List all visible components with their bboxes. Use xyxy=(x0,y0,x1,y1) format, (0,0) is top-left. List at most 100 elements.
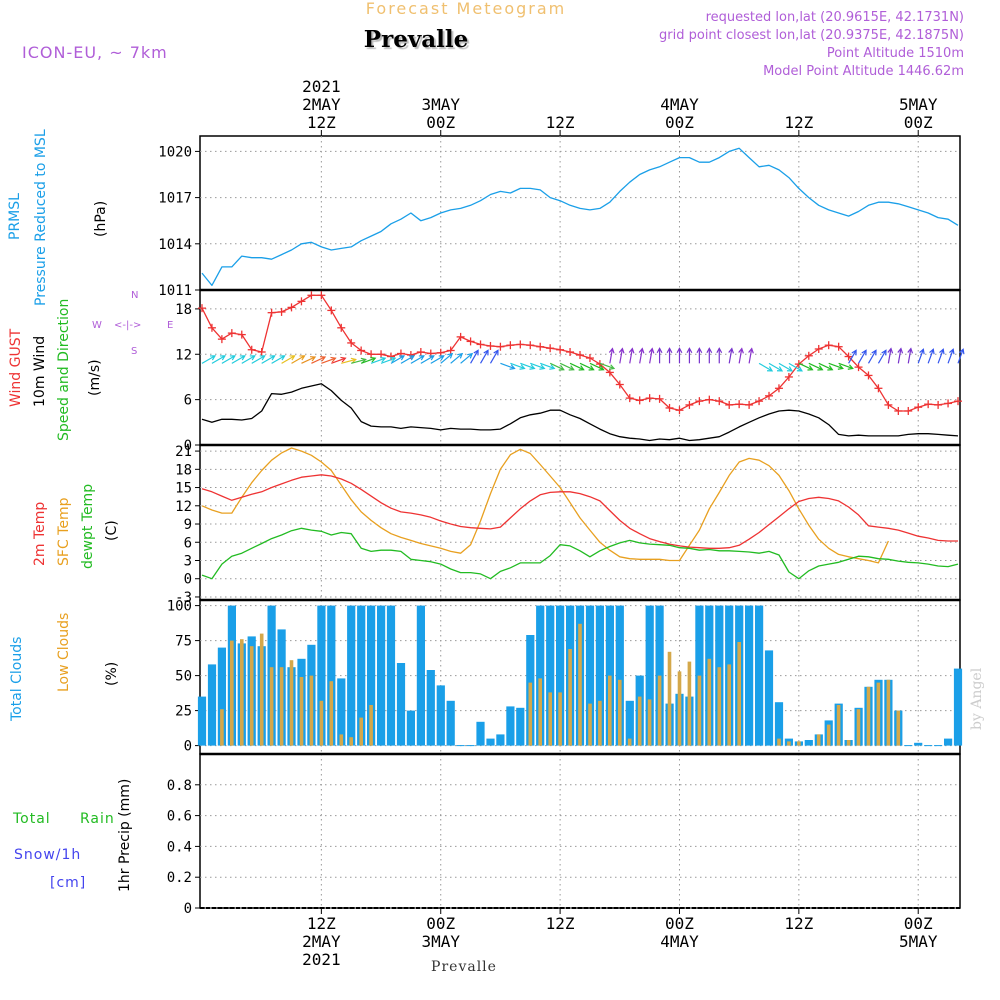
wind-arrow-head xyxy=(370,356,377,363)
clouds-ytick-label: 75 xyxy=(175,634,192,650)
temperature-ytick-label: 0 xyxy=(184,572,192,588)
wind-arrow-shaft xyxy=(231,355,246,364)
wind-direction-arrow xyxy=(638,347,645,364)
precip-frame xyxy=(199,753,961,909)
temperature-ytick-label: 18 xyxy=(175,462,192,478)
low-cloud-bar xyxy=(826,724,831,746)
low-cloud-bar xyxy=(538,678,542,746)
gust-marker xyxy=(297,297,306,306)
sfc-temp-line xyxy=(201,447,889,564)
total-cloud-bar xyxy=(755,605,764,746)
wind-direction-arrow xyxy=(489,349,499,364)
wind-direction-arrow xyxy=(221,355,236,364)
wind-direction-arrow xyxy=(500,362,516,370)
clouds-ytick-label: 100 xyxy=(167,599,192,615)
wind-direction-arrow xyxy=(808,362,824,371)
low-cloud-bar xyxy=(836,705,841,746)
gust-marker xyxy=(267,308,276,317)
wind-direction-arrow xyxy=(540,362,556,370)
precip-ytick-label: 0.4 xyxy=(167,839,192,855)
total-cloud-bar xyxy=(416,605,425,746)
wind-direction-arrow xyxy=(241,355,256,364)
location-title: Prevalle xyxy=(363,26,469,53)
low-cloud-bar xyxy=(677,671,682,746)
wind-arrow-shaft xyxy=(360,357,376,364)
wind-direction-arrow xyxy=(656,347,663,364)
wind-arrow-shaft xyxy=(380,357,396,364)
top-time-label: 12Z xyxy=(307,113,336,132)
wind-arrow-head xyxy=(408,355,416,361)
wind-direction-arrow xyxy=(917,348,925,364)
gust-marker xyxy=(934,400,943,409)
wind-ytick-label: 12 xyxy=(175,347,192,363)
total-cloud-bar xyxy=(446,700,455,746)
bottom-time-label: 12Z xyxy=(546,914,575,933)
wind-arrow-head xyxy=(279,355,286,361)
wind-direction-arrow xyxy=(420,355,435,364)
wind-direction-arrow xyxy=(798,362,814,371)
wind-arrow-head xyxy=(239,355,246,361)
compass-north: N xyxy=(131,290,139,301)
gust-marker xyxy=(217,335,226,344)
wind-direction-arrow xyxy=(738,347,744,364)
precip-ytick-label: 0.8 xyxy=(167,778,192,794)
wind-direction-arrow xyxy=(867,349,877,364)
bottom-time-label: 00Z xyxy=(904,914,933,933)
total-cloud-bar xyxy=(386,605,396,746)
wind-direction-arrow xyxy=(549,362,565,371)
low-cloud-bar xyxy=(230,640,234,746)
wind-arrow-shaft xyxy=(271,355,285,364)
wind-arrow-head xyxy=(608,364,616,370)
total-cloud-bar xyxy=(516,707,525,746)
low-cloud-bar xyxy=(717,667,722,746)
wind-direction-arrow xyxy=(311,356,327,364)
wind-direction-arrow xyxy=(927,348,935,364)
wind-arrow-head xyxy=(887,347,894,354)
wind-direction-arrow xyxy=(947,348,955,364)
low-cloud-bar xyxy=(697,675,702,746)
wind-arrow-shaft xyxy=(887,348,892,364)
wind-arrow-head xyxy=(847,364,854,370)
wind-arrow-head xyxy=(269,355,276,361)
wind-arrow-head xyxy=(897,347,904,354)
gust-marker xyxy=(526,341,535,350)
wind-arrow-shaft xyxy=(917,349,924,364)
wind-direction-arrow xyxy=(321,356,337,364)
wind-arrow-shaft xyxy=(559,362,574,371)
low-cloud-bar xyxy=(558,692,562,746)
gust-marker xyxy=(924,400,933,409)
wind-direction-arrow xyxy=(440,352,454,364)
bottom-time-label: 12Z xyxy=(307,914,336,933)
gust-marker xyxy=(347,338,356,347)
low-cloud-bar xyxy=(618,679,622,746)
bottom-time-label: 3MAY xyxy=(421,932,460,951)
wind-direction-arrow xyxy=(520,362,536,370)
wind-direction-arrow xyxy=(957,348,965,364)
gust-marker xyxy=(377,350,386,359)
gust-marker xyxy=(615,380,624,389)
wind-arrow-shaft xyxy=(410,355,425,364)
precip-ytick-label: 0 xyxy=(184,901,192,917)
top-time-label: 12Z xyxy=(784,113,813,132)
low-cloud-bar xyxy=(329,681,334,746)
wind-direction-arrow xyxy=(788,362,803,372)
pressure-line xyxy=(201,147,959,287)
gust-marker xyxy=(585,354,594,363)
wind-arrow-shaft xyxy=(778,362,793,372)
wind-direction-arrow xyxy=(937,348,945,364)
wind-arrow-shaft xyxy=(341,358,356,364)
gust-marker xyxy=(844,352,853,361)
gust-marker xyxy=(904,406,913,415)
low-cloud-bar xyxy=(886,679,891,746)
wind-arrow-shaft xyxy=(530,362,545,370)
wind-direction-arrow xyxy=(211,355,227,364)
gust-marker xyxy=(307,291,316,300)
wind-direction-arrow xyxy=(648,347,655,364)
temperature-ytick-label: 15 xyxy=(175,481,192,497)
requested-coords: requested lon,lat (20.9615E, 42.1731N) xyxy=(705,10,964,25)
wind-arrow-head xyxy=(299,355,306,361)
total-cloud-bar xyxy=(645,605,654,746)
wind-arrow-head xyxy=(807,365,814,371)
gust-marker xyxy=(685,400,694,409)
wind-direction-arrow xyxy=(450,352,464,364)
